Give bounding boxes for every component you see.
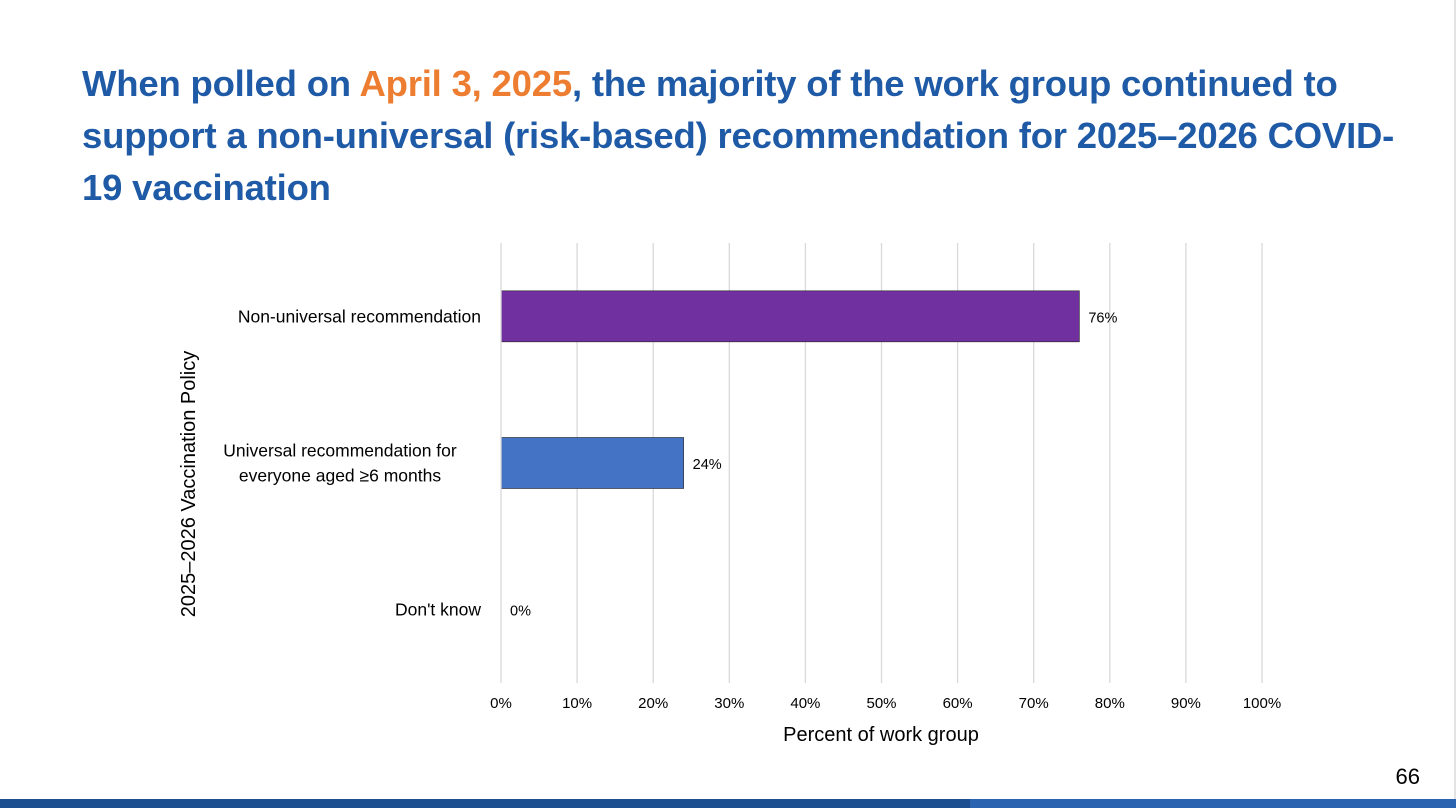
x-tick-label: 30% xyxy=(714,695,744,712)
title-date-highlight: April 3, 2025 xyxy=(359,63,572,104)
footer-bar xyxy=(0,799,1456,808)
data-label: 24% xyxy=(693,457,722,473)
bar-chart: 0% 10% 20% 30% 40% 50% 60% 70% 80% 90% 100% Non-un… xyxy=(178,243,1281,746)
footer-bar-light xyxy=(970,799,1456,808)
page-number: 66 xyxy=(1395,764,1420,789)
x-tick-label: 60% xyxy=(943,695,973,712)
x-tick-label: 80% xyxy=(1095,695,1125,712)
x-tick-label: 100% xyxy=(1243,695,1281,712)
title-suffix: , the majority of the work group continu… xyxy=(82,63,1395,208)
slide-edge xyxy=(1454,0,1456,808)
bar xyxy=(500,437,684,489)
x-axis-tick-labels: 0% 10% 20% 30% 40% 50% 60% 70% 80% 90% 100% xyxy=(490,695,1281,712)
y-axis-title: 2025–2026 Vaccination Policy xyxy=(178,351,200,617)
x-tick-label: 40% xyxy=(790,695,820,712)
x-tick-label: 90% xyxy=(1171,695,1201,712)
x-tick-label: 70% xyxy=(1019,695,1049,712)
x-tick-label: 0% xyxy=(490,695,512,712)
category-label: Don't know xyxy=(395,600,481,620)
data-labels: 76% 24% 0% xyxy=(510,310,1117,619)
title-prefix: When polled on xyxy=(82,63,360,104)
footer-bar-dark xyxy=(0,799,970,808)
x-tick-label: 50% xyxy=(866,695,896,712)
chart-bars xyxy=(500,290,1080,489)
category-label: Non-universal recommendation xyxy=(238,306,481,326)
category-label: Universal recommendation for everyone age… xyxy=(223,441,457,486)
x-axis-title: Percent of work group xyxy=(783,724,979,746)
category-labels: Non-universal recommendation Universal re… xyxy=(223,306,481,619)
data-label: 76% xyxy=(1088,310,1117,326)
bar xyxy=(500,290,1080,343)
x-tick-label: 20% xyxy=(638,695,668,712)
x-tick-label: 10% xyxy=(562,695,592,712)
data-label: 0% xyxy=(510,604,531,620)
slide-title: When polled on April 3, 2025, the majori… xyxy=(82,58,1402,214)
